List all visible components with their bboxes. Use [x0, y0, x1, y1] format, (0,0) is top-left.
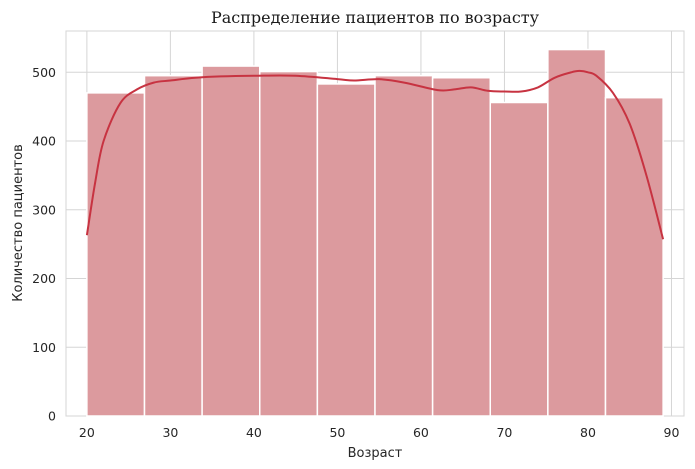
y-tick-label: 200 — [32, 271, 56, 286]
histogram-bar-9 — [547, 48, 607, 417]
x-tick-label: 60 — [413, 425, 429, 440]
y-tick-label: 400 — [32, 134, 56, 149]
x-tick-label: 90 — [664, 425, 680, 440]
x-tick-label: 20 — [79, 425, 95, 440]
histogram-bar-8 — [489, 101, 549, 417]
histogram-bar-3 — [201, 65, 261, 417]
histogram-bar-2 — [143, 74, 203, 417]
histogram-bar-4 — [259, 70, 319, 417]
y-tick-label: 100 — [32, 340, 56, 355]
y-axis-label: Количество пациентов — [11, 144, 26, 302]
histogram-bar-7 — [431, 77, 491, 417]
y-tick-label: 0 — [48, 409, 56, 424]
x-tick-label: 30 — [162, 425, 178, 440]
y-tick-label: 500 — [32, 65, 56, 80]
histogram-bar-1 — [86, 92, 146, 417]
x-tick-labels: 20 30 40 50 60 70 80 90 — [79, 425, 680, 440]
histogram-bars — [86, 48, 664, 417]
y-tick-labels: 0 100 200 300 400 500 — [32, 65, 56, 424]
kde-curve — [85, 69, 665, 240]
x-axis-label: Возраст — [348, 446, 403, 461]
histogram-bar-10 — [604, 96, 664, 417]
chart-title: Распределение пациентов по возрасту — [211, 8, 540, 27]
histogram-bar-5 — [316, 83, 376, 417]
histogram-bar-6 — [374, 74, 434, 417]
x-tick-label: 40 — [246, 425, 262, 440]
x-tick-label: 50 — [329, 425, 345, 440]
y-tick-label: 300 — [32, 202, 56, 217]
kde-curve-group — [85, 69, 665, 240]
x-tick-label: 70 — [496, 425, 512, 440]
x-tick-label: 80 — [580, 425, 596, 440]
